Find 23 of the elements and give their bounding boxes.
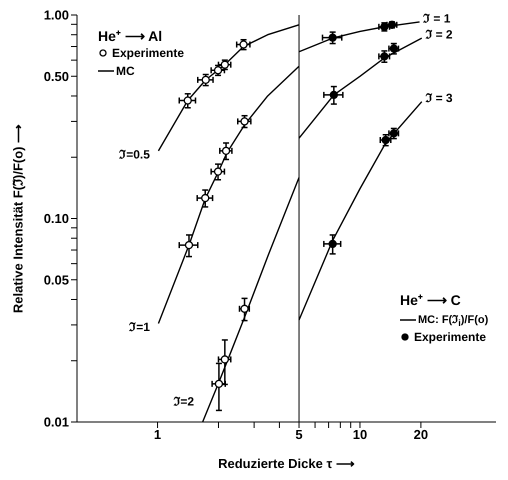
x-tick-label: 5 <box>295 427 303 442</box>
y-axis-title: Relative Intensität F(ℑ̃)/F(o) ⟶ <box>10 124 26 314</box>
y-tick-label: 0.05 <box>44 272 69 288</box>
x-axis-title: Reduzierte Dicke τ ⟶ <box>218 456 355 471</box>
y-tick-label: 1.00 <box>44 8 69 23</box>
y-tick-label: 0.50 <box>44 68 69 84</box>
annotation: He⁺ ⟶ C <box>400 291 461 309</box>
series-label: ℑ=0.5 <box>119 147 150 162</box>
annotation: MC <box>116 64 135 78</box>
series-label: ℑ = 1 <box>423 11 451 26</box>
y-tick-label: 0.01 <box>44 414 69 430</box>
annotation: He⁺ ⟶ Al <box>98 27 162 45</box>
legend-label: Experimente <box>112 46 184 60</box>
annotation: MC: F(ℑ$_{i}$)/F(o) <box>418 313 488 328</box>
series-label: ℑ=1 <box>129 320 150 334</box>
x-tick-label: 20 <box>414 427 428 442</box>
series-label: ℑ = 3 <box>425 91 453 106</box>
x-tick-label: 10 <box>352 427 368 442</box>
legend-label: Experimente <box>414 330 486 344</box>
y-tick-label: 0.10 <box>44 211 69 226</box>
series-label: ℑ = 2 <box>425 28 453 42</box>
x-tick-label: 1 <box>154 427 162 442</box>
series-label: ℑ=2 <box>173 394 194 408</box>
